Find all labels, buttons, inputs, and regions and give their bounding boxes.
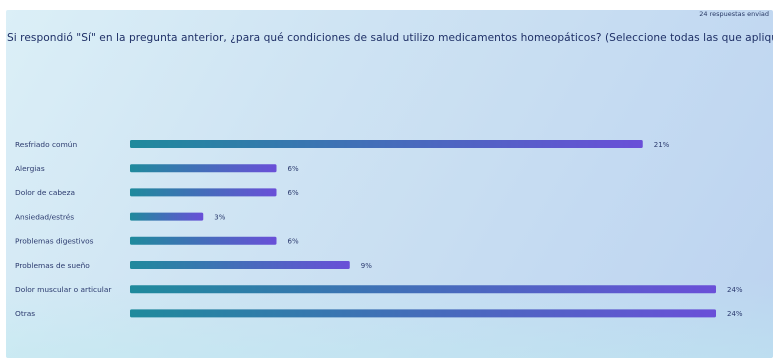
value-label: 3% bbox=[214, 213, 225, 221]
category-label: Otras bbox=[15, 309, 35, 318]
value-label: 6% bbox=[288, 165, 299, 173]
value-label: 24% bbox=[727, 286, 743, 294]
responses-count: 24 respuestas enviad bbox=[699, 10, 769, 18]
value-label: 21% bbox=[654, 141, 670, 149]
bar bbox=[130, 261, 350, 269]
category-label: Resfriado común bbox=[15, 140, 77, 149]
value-label: 6% bbox=[288, 189, 299, 197]
value-label: 24% bbox=[727, 310, 743, 318]
category-label: Dolor de cabeza bbox=[15, 188, 75, 197]
category-label: Problemas de sueño bbox=[15, 261, 90, 270]
bar bbox=[130, 285, 716, 294]
bar bbox=[130, 236, 277, 245]
bar bbox=[130, 309, 716, 318]
category-label: Dolor muscular o articular bbox=[15, 285, 112, 294]
category-label: Ansiedad/estrés bbox=[15, 212, 74, 221]
question-title: Si respondió "Sí" en la pregunta anterio… bbox=[7, 32, 773, 44]
category-label: Problemas digestivos bbox=[15, 237, 94, 246]
bar bbox=[130, 188, 277, 197]
value-label: 9% bbox=[361, 262, 372, 270]
bar bbox=[130, 140, 643, 148]
category-label: Alergias bbox=[15, 164, 45, 173]
bar bbox=[130, 212, 204, 221]
bar bbox=[130, 164, 277, 173]
value-label: 6% bbox=[288, 238, 299, 246]
